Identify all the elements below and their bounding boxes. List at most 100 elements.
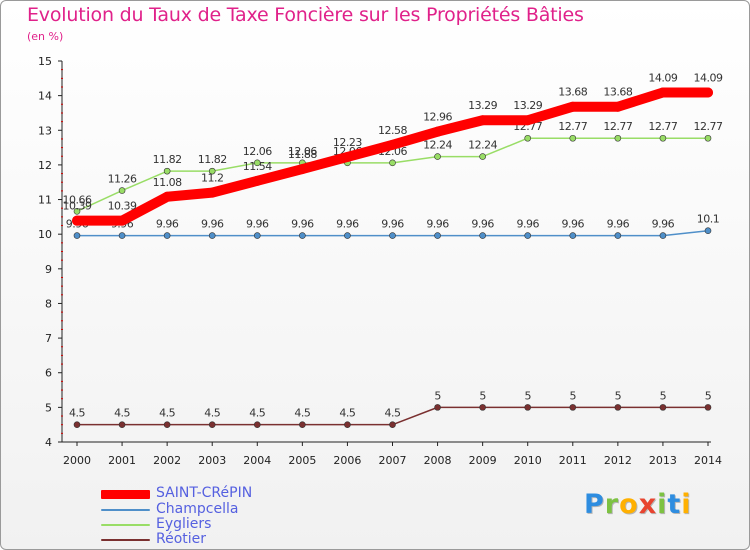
x-tick-label: 2011 (559, 454, 587, 467)
data-label-reotier: 5 (479, 389, 486, 402)
data-label-reotier: 4.5 (204, 407, 220, 420)
data-label-champcella: 9.96 (156, 218, 179, 231)
data-label-reotier: 5 (434, 389, 441, 402)
data-point-reotier (253, 421, 261, 428)
data-label-champcella: 9.96 (652, 218, 675, 231)
data-point-saint-crepin (432, 126, 443, 137)
data-point-saint-crepin (567, 101, 578, 112)
data-label-reotier: 5 (705, 389, 712, 402)
y-tick-label: 6 (45, 367, 52, 380)
legend-label-reotier: Réotier (156, 531, 207, 547)
data-point-eygliers (704, 134, 712, 142)
x-tick-label: 2009 (469, 454, 497, 467)
data-point-reotier (434, 404, 441, 411)
y-tick-label: 13 (38, 124, 52, 137)
data-point-champcella (299, 232, 306, 239)
data-label-saint-crepin: 11.88 (288, 148, 317, 161)
x-tick-label: 2007 (379, 454, 407, 467)
data-point-saint-crepin (297, 164, 308, 175)
data-label-eygliers: 12.24 (468, 139, 497, 152)
data-label-saint-crepin: 14.09 (694, 72, 723, 85)
data-point-reotier (479, 404, 486, 411)
data-label-reotier: 4.5 (159, 407, 175, 420)
data-label-eygliers: 12.06 (288, 145, 317, 158)
data-label-eygliers: 12.77 (558, 120, 587, 133)
data-point-reotier (569, 404, 577, 411)
data-label-eygliers: 12.77 (648, 120, 677, 133)
data-label-champcella: 9.96 (562, 218, 585, 231)
x-tick-label: 2003 (198, 454, 226, 467)
data-point-champcella (659, 232, 667, 239)
data-point-eygliers (569, 134, 577, 142)
data-label-champcella: 9.96 (336, 218, 359, 231)
data-label-champcella: 9.96 (201, 218, 224, 231)
data-label-champcella: 9.96 (471, 218, 494, 231)
data-point-reotier (344, 421, 351, 428)
data-point-saint-crepin (657, 87, 668, 98)
data-point-saint-crepin (342, 151, 353, 162)
data-point-eygliers (118, 187, 126, 194)
data-point-reotier (524, 404, 532, 411)
data-point-champcella (344, 232, 351, 239)
y-tick-label: 15 (38, 55, 52, 68)
data-point-saint-crepin (477, 115, 488, 126)
data-label-champcella: 9.96 (246, 218, 269, 231)
data-label-saint-crepin: 10.39 (108, 200, 137, 213)
data-point-eygliers (479, 153, 486, 160)
x-tick-label: 2004 (243, 454, 271, 467)
x-tick-label: 2012 (604, 454, 632, 467)
data-label-saint-crepin: 13.68 (558, 86, 587, 99)
x-tick-label: 2001 (108, 454, 136, 467)
data-point-eygliers (659, 134, 667, 142)
unit-label: (en %) (27, 30, 64, 43)
data-point-champcella (704, 227, 712, 235)
data-point-champcella (479, 232, 486, 239)
y-tick-label: 7 (45, 332, 52, 345)
data-point-eygliers (614, 134, 622, 142)
y-tick-label: 8 (45, 297, 52, 310)
x-tick-label: 2006 (333, 454, 361, 467)
data-point-eygliers (434, 153, 441, 160)
data-label-saint-crepin: 12.23 (333, 136, 362, 149)
data-label-saint-crepin: 11.08 (153, 176, 182, 189)
data-point-champcella (118, 232, 126, 239)
data-point-champcella (208, 232, 216, 239)
data-label-eygliers: 12.06 (243, 145, 272, 158)
data-label-champcella: 10.1 (697, 213, 720, 226)
y-tick-label: 5 (45, 401, 52, 414)
data-point-saint-crepin (72, 215, 82, 226)
data-point-saint-crepin (207, 187, 218, 198)
data-label-reotier: 4.5 (69, 407, 85, 420)
data-point-saint-crepin (522, 115, 533, 126)
data-point-champcella (434, 232, 441, 239)
data-point-saint-crepin (703, 87, 713, 98)
legend-label-eygliers: Eygliers (156, 516, 212, 532)
data-point-eygliers (524, 134, 532, 142)
legend-swatch-eygliers (101, 524, 150, 526)
data-point-eygliers (389, 159, 396, 167)
data-label-champcella: 9.96 (291, 218, 314, 231)
data-label-eygliers: 11.26 (108, 173, 137, 186)
x-tick-label: 2005 (288, 454, 316, 467)
data-label-champcella: 9.96 (516, 218, 539, 231)
data-point-champcella (253, 232, 261, 239)
x-tick-label: 2013 (649, 454, 677, 467)
x-tick-label: 2010 (514, 454, 542, 467)
data-point-champcella (569, 232, 577, 239)
data-label-champcella: 9.96 (426, 218, 449, 231)
data-label-saint-crepin: 13.29 (468, 99, 497, 112)
data-point-eygliers (208, 167, 216, 175)
data-point-saint-crepin (612, 101, 623, 112)
data-point-reotier (73, 421, 81, 428)
data-point-eygliers (73, 208, 81, 215)
x-tick-label: 2002 (153, 454, 181, 467)
data-point-saint-crepin (387, 139, 398, 150)
data-point-champcella (73, 232, 81, 239)
x-tick-label: 2008 (424, 454, 452, 467)
data-label-saint-crepin: 11.54 (243, 160, 272, 173)
data-point-reotier (659, 404, 667, 411)
data-label-eygliers: 12.24 (423, 139, 452, 152)
y-tick-label: 11 (38, 194, 52, 207)
legend-label-saint-crepin: SAINT-CRéPIN (156, 485, 253, 501)
